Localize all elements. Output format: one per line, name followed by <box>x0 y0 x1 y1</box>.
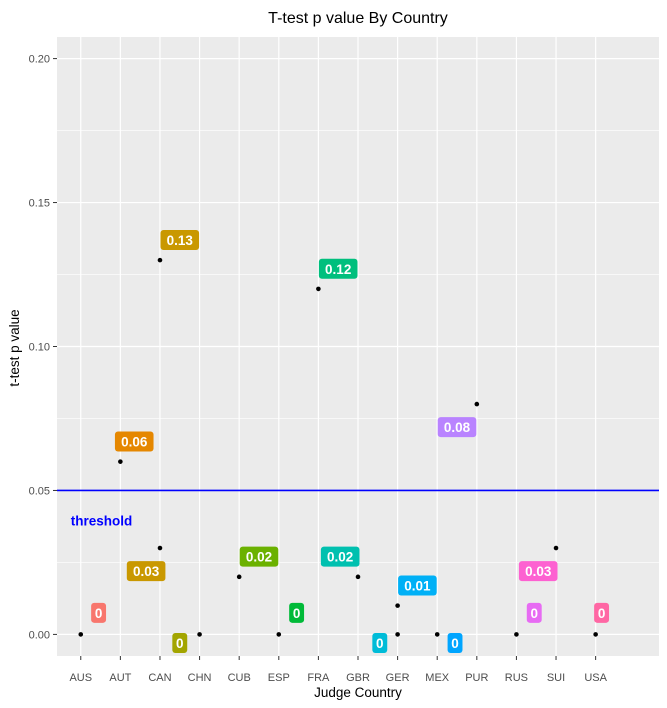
data-point <box>276 632 282 637</box>
x-tick-label: USA <box>584 672 607 684</box>
data-label: 0.03 <box>525 564 552 579</box>
data-label-box <box>126 561 166 582</box>
data-label-box <box>172 633 188 654</box>
data-label: 0 <box>598 606 606 621</box>
data-label-box <box>320 546 360 567</box>
x-tick-label: CUB <box>228 672 251 684</box>
data-label: 0.02 <box>246 550 272 565</box>
data-label: 0 <box>451 636 459 651</box>
data-label: 0 <box>376 636 384 651</box>
data-point <box>553 545 559 551</box>
data-labels: 0 0.06 0.13 0.03 0 0.02 0 0.12 0.02 0 0.01 0 0.08 0 0.… <box>91 229 610 654</box>
threshold-group: threshold <box>57 489 659 528</box>
y-tick-label: 0.20 <box>29 54 50 66</box>
data-label-box <box>437 417 477 438</box>
y-tick-label: 0.10 <box>29 342 50 354</box>
data-point <box>395 603 400 608</box>
x-tick-label: CAN <box>148 672 171 684</box>
data-label: 0 <box>293 606 301 621</box>
y-axis-title: t-test p value <box>7 309 22 386</box>
data-point <box>474 401 480 407</box>
data-label-box <box>518 561 558 582</box>
data-label: 0 <box>530 606 538 621</box>
data-label-box <box>398 575 437 596</box>
data-point <box>236 574 242 580</box>
data-point <box>434 632 440 637</box>
data-label-box <box>318 258 358 279</box>
x-tick-label: SUI <box>547 672 565 684</box>
data-point <box>118 459 123 464</box>
data-label: 0.02 <box>327 550 353 565</box>
data-point <box>316 286 321 292</box>
x-tick-label: AUT <box>109 672 131 684</box>
x-tick-label: GER <box>386 672 410 684</box>
data-point <box>157 545 163 551</box>
data-points <box>78 257 598 637</box>
data-label: 0.06 <box>121 435 148 450</box>
data-label: 0.03 <box>133 564 160 579</box>
data-label-box <box>289 602 305 623</box>
data-label: 0.01 <box>404 578 431 593</box>
x-tick-label: PUR <box>465 672 488 684</box>
data-label-box <box>160 229 200 250</box>
x-tick-label: GBR <box>346 672 370 684</box>
x-tick-label: MEX <box>425 672 450 684</box>
x-tick-label: RUS <box>505 672 528 684</box>
data-label-box <box>239 546 279 567</box>
data-label-box <box>447 633 463 654</box>
data-point <box>593 632 598 637</box>
chart-title: T-test p value By Country <box>268 10 448 27</box>
data-point <box>355 574 361 580</box>
data-label: 0.12 <box>325 262 351 277</box>
x-tick-label: FRA <box>307 672 330 684</box>
threshold-label: threshold <box>71 513 133 528</box>
data-point <box>514 632 519 637</box>
data-point <box>395 632 400 637</box>
data-point <box>78 632 84 637</box>
data-label-box <box>372 633 388 654</box>
data-label-box <box>114 431 154 452</box>
y-tick-label: 0.15 <box>29 198 50 210</box>
data-point <box>197 632 202 637</box>
data-label-box <box>91 602 107 623</box>
x-tick-label: CHN <box>188 672 212 684</box>
data-label-box <box>526 602 542 623</box>
x-tick-label: AUS <box>69 672 92 684</box>
data-label: 0.13 <box>167 233 194 248</box>
x-axis-ticks: AUS AUT CAN CHN CUB ESP FRA GBR GER MEX PUR RUS SUI U… <box>69 656 608 684</box>
x-tick-label: ESP <box>268 672 290 684</box>
x-axis-title: Judge Country <box>314 685 402 700</box>
y-axis-ticks: 0.00 0.05 0.10 0.15 0.20 <box>29 54 57 641</box>
data-point <box>157 257 163 263</box>
data-label: 0.08 <box>444 420 471 435</box>
y-tick-label: 0.00 <box>29 629 50 641</box>
data-label-box <box>594 602 610 623</box>
data-label: 0 <box>95 606 103 621</box>
y-tick-label: 0.05 <box>29 485 50 497</box>
data-label: 0 <box>176 636 184 651</box>
